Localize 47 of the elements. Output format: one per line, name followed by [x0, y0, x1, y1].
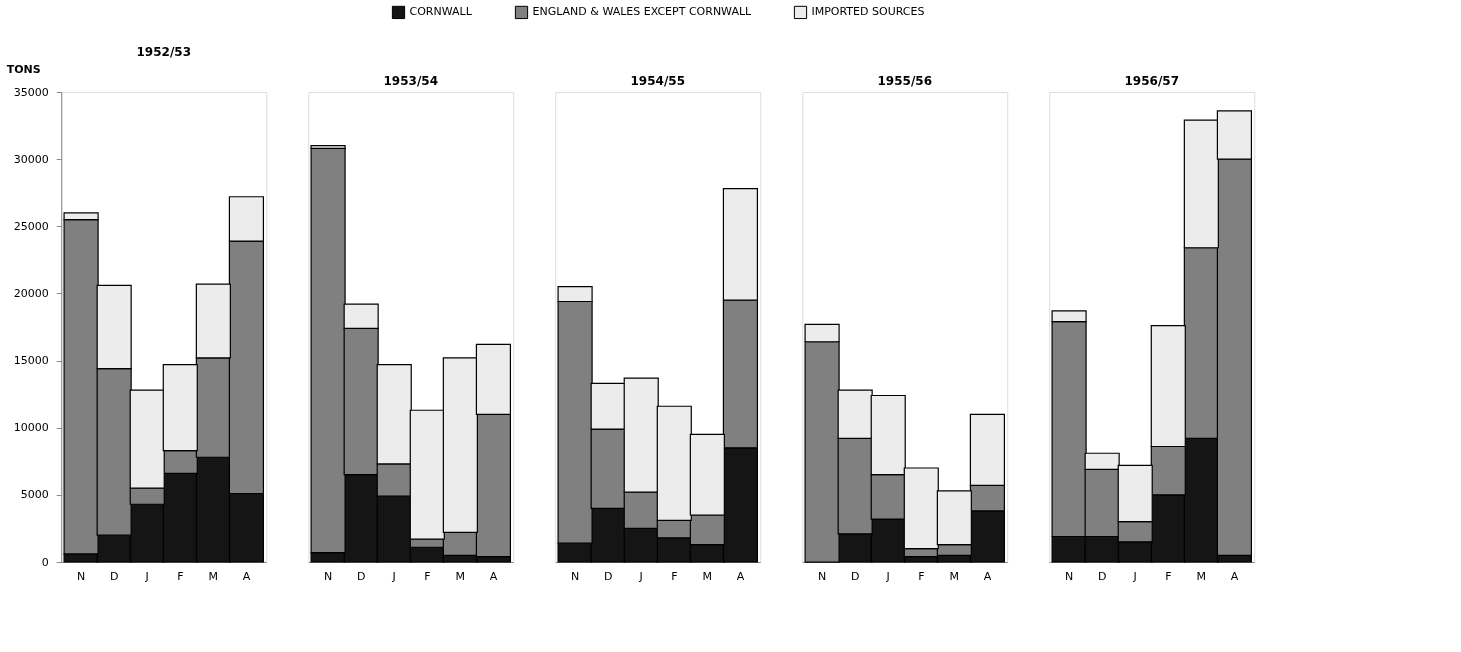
y-tick-label: 25000	[13, 219, 49, 233]
x-tick-label: F	[177, 569, 184, 583]
chart-title: 1955/56	[877, 74, 932, 88]
legend-label: CORNWALL	[409, 5, 473, 19]
x-tick-label: N	[570, 569, 580, 583]
x-tick-label: A	[736, 569, 745, 583]
x-tick-label: M	[702, 569, 713, 583]
x-tick-label: F	[424, 569, 431, 583]
x-tick-label: M	[1196, 569, 1207, 583]
x-tick-label: N	[76, 569, 86, 583]
x-tick-label: A	[242, 569, 251, 583]
chart-title: 1953/54	[383, 74, 438, 88]
y-tick-label: 15000	[13, 354, 49, 368]
x-tick-label: J	[391, 569, 396, 583]
x-tick-label: N	[1064, 569, 1074, 583]
x-tick-label: J	[638, 569, 643, 583]
x-tick-label: D	[603, 569, 613, 583]
y-tick-label: 10000	[13, 421, 49, 435]
x-tick-label: A	[489, 569, 498, 583]
x-tick-label: M	[455, 569, 466, 583]
x-tick-label: D	[850, 569, 860, 583]
x-tick-label: J	[144, 569, 149, 583]
y-tick-label: 20000	[13, 286, 49, 300]
y-tick-label: 5000	[20, 488, 49, 502]
x-tick-label: F	[1165, 569, 1172, 583]
x-tick-label: D	[1097, 569, 1107, 583]
x-tick-label: J	[1132, 569, 1137, 583]
x-tick-label: N	[323, 569, 333, 583]
y-tick-label: 35000	[13, 85, 49, 99]
x-tick-label: D	[356, 569, 366, 583]
legend-label: IMPORTED SOURCES	[811, 5, 925, 19]
y-axis-title: TONS	[6, 62, 41, 76]
x-tick-label: D	[109, 569, 119, 583]
chart-title: 1956/57	[1124, 74, 1179, 88]
x-tick-label: N	[817, 569, 827, 583]
x-tick-label: M	[208, 569, 219, 583]
x-tick-label: F	[918, 569, 925, 583]
x-tick-label: F	[671, 569, 678, 583]
x-tick-label: J	[885, 569, 890, 583]
legend-label: ENGLAND & WALES EXCEPT CORNWALL	[532, 5, 753, 19]
chart-title: 1954/55	[630, 74, 685, 88]
y-tick-label: 30000	[13, 152, 49, 166]
x-tick-label: A	[983, 569, 992, 583]
y-tick-label: 0	[41, 555, 49, 569]
x-tick-label: M	[949, 569, 960, 583]
chart-title: 1952/53	[136, 45, 191, 59]
x-tick-label: A	[1230, 569, 1239, 583]
